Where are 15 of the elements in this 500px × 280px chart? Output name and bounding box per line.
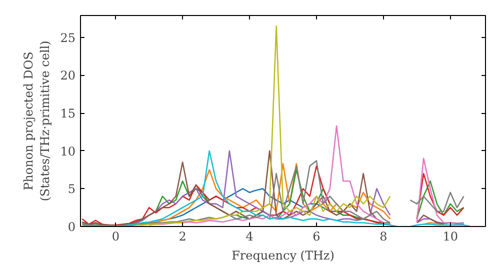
y-tick-label: 15 [60, 106, 76, 121]
x-tick-label: 6 [312, 230, 320, 244]
y-tick-label: 20 [60, 68, 76, 83]
line-series [135, 25, 391, 226]
x-tick-label: 0 [112, 230, 120, 244]
y-tick-label: 25 [60, 30, 76, 45]
y-tick-label: 5 [68, 182, 76, 196]
x-tick-label: 2 [178, 230, 186, 244]
y-tick-label: 10 [60, 144, 76, 158]
y-tick-label: 0 [68, 220, 76, 234]
x-axis-title: Frequency (THz) [232, 248, 334, 262]
x-tick-label: 8 [380, 230, 388, 244]
x-tick-label: 4 [246, 230, 254, 244]
x-tick-label: 10 [442, 230, 458, 244]
y-axis-title: Phonon projected DOS (States/THz·primitive cell) [21, 40, 52, 202]
